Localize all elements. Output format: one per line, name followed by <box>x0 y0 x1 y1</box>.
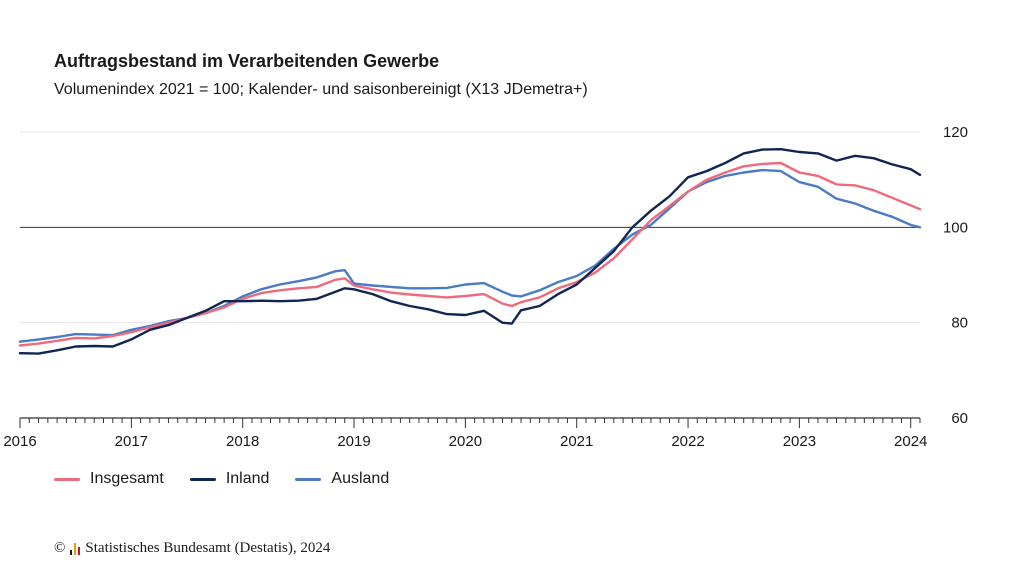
x-tick-label-2023: 2023 <box>783 433 816 450</box>
x-tick-label-2018: 2018 <box>226 433 259 450</box>
legend-item-ausland[interactable]: Ausland <box>295 470 389 488</box>
legend-swatch-insgesamt <box>54 477 80 481</box>
credit-text: Statistisches Bundesamt (Destatis), 2024 <box>85 540 331 556</box>
legend-swatch-inland <box>189 477 216 481</box>
x-tick-label-2017: 2017 <box>115 433 148 450</box>
legend-label-insgesamt: Insgesamt <box>90 470 164 487</box>
series-line-inland <box>18 148 922 355</box>
series-line-insgesamt <box>18 161 922 347</box>
x-tick-label-2019: 2019 <box>337 433 370 450</box>
series-line-ausland <box>18 168 922 343</box>
destatis-logo-bars-icon <box>70 542 81 555</box>
x-tick-label-2022: 2022 <box>671 433 704 450</box>
copyright-symbol: © <box>54 540 66 556</box>
source-credit: © Statistisches Bundesamt (Destatis), 20… <box>54 540 330 557</box>
legend-swatch-ausland <box>295 477 322 481</box>
x-tick-label-2021: 2021 <box>560 433 593 450</box>
chart-legend: Insgesamt Inland Ausland <box>54 470 389 488</box>
legend-label-inland: Inland <box>225 470 270 487</box>
legend-label-ausland: Ausland <box>331 470 390 487</box>
x-tick-label-2016: 2016 <box>3 433 36 450</box>
y-tick-label-80: 80 <box>951 315 968 332</box>
y-tick-label-100: 100 <box>943 219 968 236</box>
x-tick-label-2024: 2024 <box>894 433 927 450</box>
chart-title: Auftragsbestand im Verarbeitenden Gewerb… <box>54 51 440 71</box>
legend-item-insgesamt[interactable]: Insgesamt <box>54 470 164 488</box>
legend-item-inland[interactable]: Inland <box>189 470 270 488</box>
y-tick-label-60: 60 <box>951 410 968 427</box>
y-tick-label-120: 120 <box>943 124 968 141</box>
x-tick-label-2020: 2020 <box>449 433 482 450</box>
chart-subtitle: Volumenindex 2021 = 100; Kalender- und s… <box>54 81 588 98</box>
